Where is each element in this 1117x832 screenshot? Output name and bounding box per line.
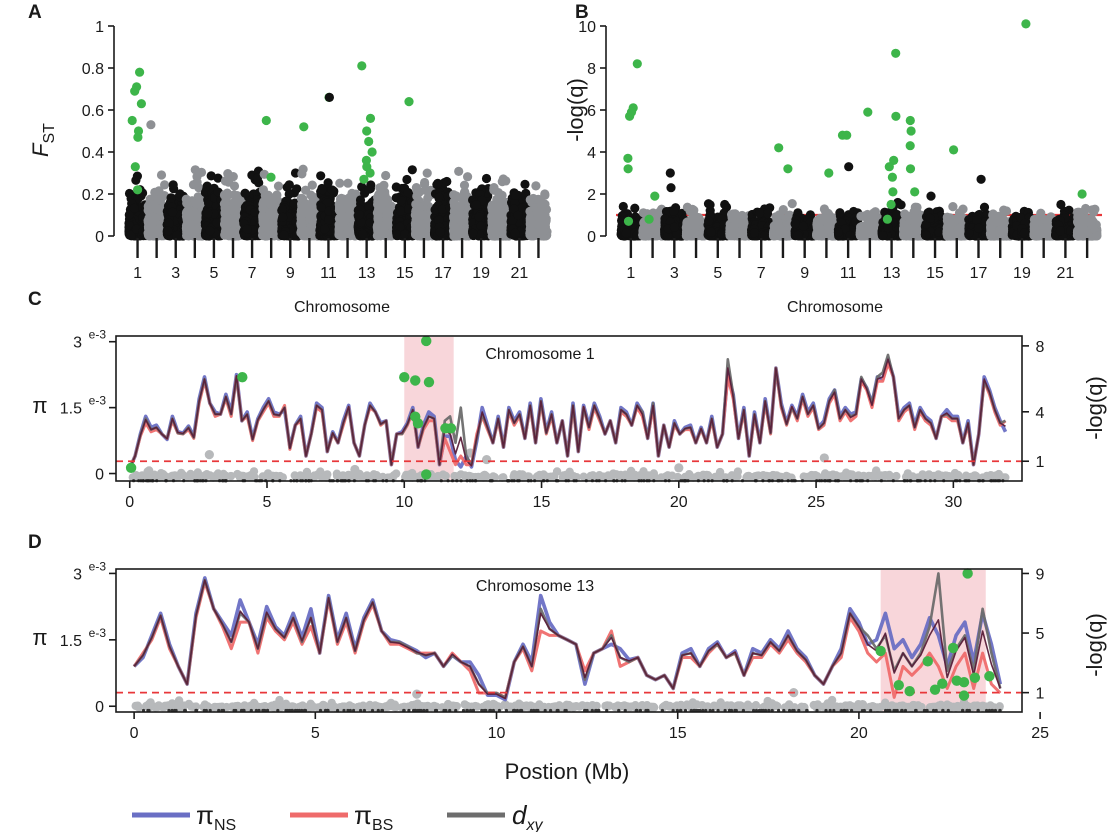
chromosome-point: [343, 178, 353, 188]
chromosome-point: [382, 229, 392, 239]
chromosome-point: [453, 213, 463, 223]
chromosome-point: [414, 214, 424, 224]
chromosome-point: [222, 188, 232, 198]
chromosome-point: [284, 180, 294, 190]
chromosome-point: [156, 170, 167, 180]
chromosome-point: [181, 194, 191, 204]
chromosome-point: [175, 189, 185, 199]
chromosome-point: [277, 204, 287, 214]
panel-a-fst-manhattan: A 00.20.40.60.811 3 5 7 9 11 13 15 17 19 21 FST Ch…: [28, 2, 552, 316]
panel-a-letter: A: [28, 2, 42, 23]
chromosome-point: [463, 172, 473, 182]
chromosome-point: [163, 226, 173, 236]
chromosome-point: [224, 215, 234, 225]
chromosome-point: [168, 180, 178, 190]
chromosome-point: [381, 170, 391, 181]
chromosome-point: [150, 187, 160, 197]
chromosome-point: [455, 202, 465, 212]
chromosome-point: [434, 192, 444, 202]
chromosome-point: [334, 223, 344, 233]
chromosome-point: [190, 165, 200, 175]
chromosome-point: [364, 184, 374, 194]
chromosome-point: [459, 192, 469, 202]
chromosome-point: [190, 225, 200, 235]
chromosome-point: [164, 218, 174, 228]
chromosome-point: [395, 206, 406, 216]
chromosome-point: [324, 215, 334, 225]
chromosome-point: [240, 188, 250, 198]
chromosome-point: [402, 174, 412, 185]
chromosome-point: [203, 208, 213, 218]
chromosome-point: [474, 212, 484, 222]
chromosome-point: [297, 169, 307, 179]
chromosome-point: [182, 215, 192, 225]
panel-a-plot-area: 00.20.40.60.811 3 5 7 9 11 13 15 17 19 21: [82, 19, 552, 282]
chromosome-point: [206, 171, 216, 181]
chromosome-point: [297, 220, 307, 230]
chromosome-point: [242, 224, 252, 234]
chromosome-point: [124, 210, 134, 220]
chromosome-point: [260, 215, 270, 225]
chromosome-point: [279, 230, 289, 240]
chromosome-point: [403, 187, 413, 198]
chromosome-point: [335, 178, 345, 188]
chromosome-point: [154, 224, 164, 234]
chromosome-point: [153, 204, 163, 214]
chromosome-point: [413, 230, 423, 240]
chromosome-point: [229, 181, 240, 191]
chromosome-point: [481, 173, 492, 184]
chromosome-point: [129, 203, 139, 213]
chromosome-point: [342, 229, 352, 239]
chromosome-point: [354, 210, 364, 220]
chromosome-point: [454, 226, 464, 236]
chromosome-point: [433, 178, 443, 188]
chromosome-point: [223, 169, 233, 179]
chromosome-point: [172, 230, 182, 241]
chromosome-point: [422, 168, 432, 178]
chromosome-point: [273, 181, 284, 191]
chromosome-point: [278, 212, 288, 222]
chromosome-point: [160, 180, 170, 190]
chromosome-point: [192, 177, 202, 187]
chromosome-point: [420, 179, 430, 189]
chromosome-point: [454, 166, 464, 176]
chromosome-point: [316, 202, 326, 212]
chromosome-point: [435, 227, 445, 237]
chromosome-point: [307, 180, 317, 190]
chromosome-point: [334, 203, 345, 213]
chromosome-point: [316, 171, 326, 181]
chromosome-point: [396, 196, 406, 206]
chromosome-point: [233, 197, 243, 207]
chromosome-point: [266, 199, 276, 209]
chromosome-point: [358, 229, 368, 239]
chromosome-point: [147, 218, 157, 228]
chromosome-point: [297, 204, 307, 214]
chromosome-point: [323, 178, 333, 188]
chromosome-point: [343, 203, 353, 213]
chromosome-point: [205, 226, 215, 236]
chromosome-point: [320, 224, 330, 234]
chromosome-point: [377, 198, 387, 208]
chromosome-point: [167, 207, 178, 217]
chromosome-point: [471, 200, 481, 210]
chromosome-point: [407, 165, 417, 175]
chromosome-point: [376, 188, 386, 198]
chromosome-point: [413, 186, 423, 197]
chromosome-point: [468, 228, 478, 238]
chromosome-point: [143, 228, 153, 238]
chromosome-point: [131, 175, 141, 185]
chromosome-point: [126, 230, 136, 240]
